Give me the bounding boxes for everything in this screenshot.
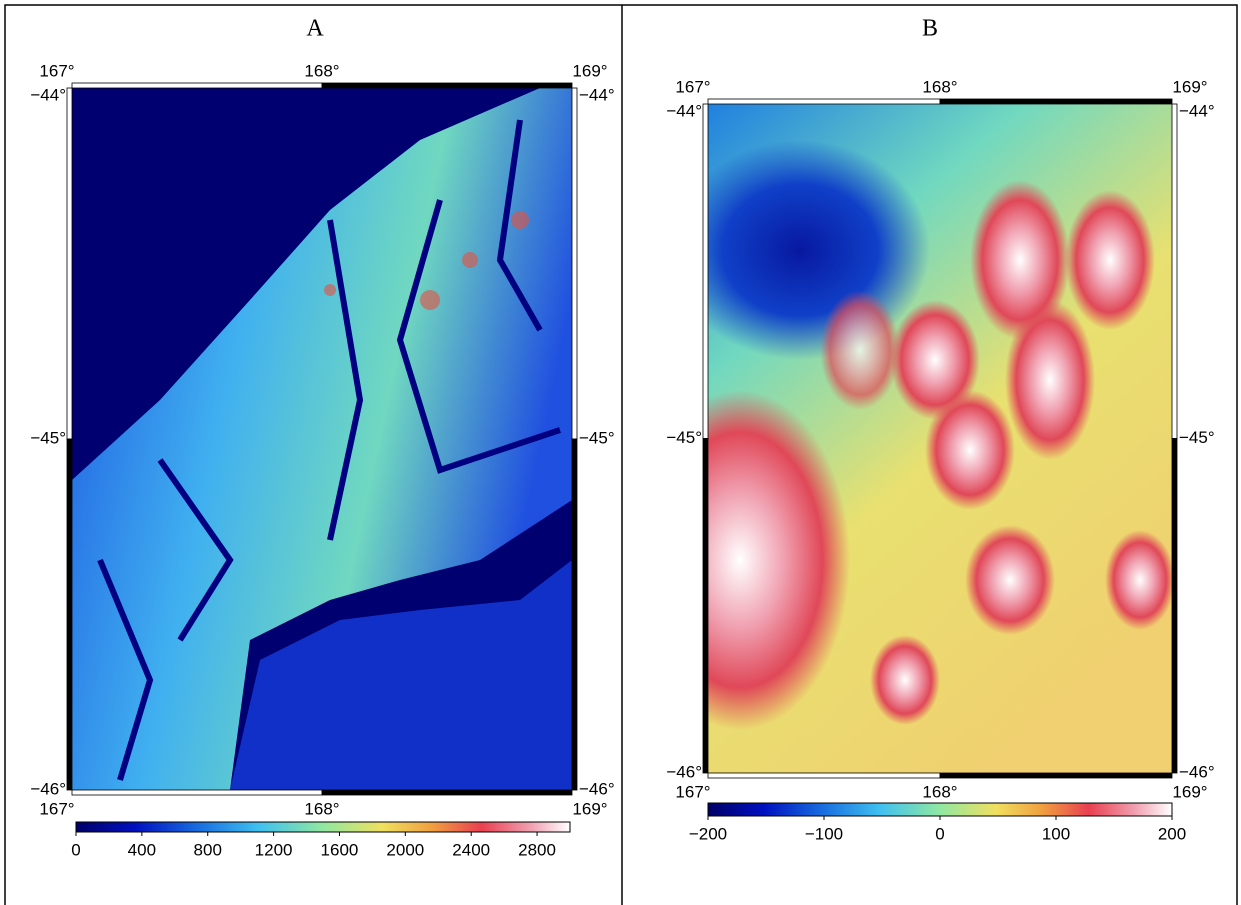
map-frame (71, 789, 323, 796)
annotations: A 167° 167° 168° 168° 169° 169° −44° −44° −45° −45… (30, 16, 1214, 860)
map-frame (321, 789, 573, 796)
colorbar-label: 2400 (452, 840, 490, 859)
map-frame (571, 438, 578, 791)
latitude-label: −46° (579, 779, 615, 798)
latitude-label: −46° (1179, 762, 1215, 781)
map-frame (702, 103, 709, 439)
map-frame (707, 98, 941, 105)
map-frame (66, 87, 73, 440)
longitude-label: 167° (675, 77, 710, 96)
map-frame (321, 82, 573, 89)
map-frame (707, 772, 941, 779)
colorbar (75, 821, 571, 833)
longitude-label: 167° (675, 782, 710, 801)
latitude-label: −46° (666, 762, 702, 781)
colorbar-label: 100 (1042, 824, 1070, 843)
colorbar-label: 1200 (255, 840, 293, 859)
map-frame (939, 98, 1173, 105)
map-frame (939, 772, 1173, 779)
latitude-label: −44° (666, 101, 702, 120)
latitude-label: −45° (30, 428, 66, 447)
panel-label: B (922, 16, 938, 42)
longitude-label: 169° (1172, 782, 1207, 801)
anomaly-map (708, 104, 1172, 773)
latitude-label: −46° (30, 779, 66, 798)
longitude-label: 168° (922, 77, 957, 96)
longitude-label: 168° (304, 61, 339, 80)
colorbar-label: 1600 (321, 840, 359, 859)
map-frame (702, 438, 709, 774)
latitude-label: −45° (666, 428, 702, 447)
colorbar-label: −100 (805, 824, 843, 843)
table-border (4, 4, 1238, 905)
longitude-label: 167° (39, 799, 74, 818)
colorbar (707, 802, 1173, 817)
latitude-label: −44° (579, 85, 615, 104)
longitude-label: 169° (572, 61, 607, 80)
latitude-label: −45° (1179, 428, 1215, 447)
map-frame (1171, 438, 1178, 774)
colorbar-label: 2800 (518, 840, 556, 859)
longitude-label: 169° (572, 799, 607, 818)
longitude-label: 167° (39, 61, 74, 80)
panel-label: A (306, 16, 324, 42)
colorbar-label: −200 (689, 824, 727, 843)
colorbar-label: 0 (935, 824, 944, 843)
longitude-label: 168° (922, 782, 957, 801)
colorbar-label: 800 (194, 840, 222, 859)
map-frame (1171, 103, 1178, 439)
latitude-label: −44° (30, 85, 66, 104)
longitude-label: 169° (1172, 77, 1207, 96)
map-frame (66, 438, 73, 791)
elevation-map (72, 88, 572, 790)
colorbar-label: 200 (1158, 824, 1186, 843)
colorbar-label: 2000 (386, 840, 424, 859)
map-frame (571, 87, 578, 440)
colorbar-label: 0 (71, 840, 80, 859)
colorbar-label: 400 (128, 840, 156, 859)
latitude-label: −45° (579, 428, 615, 447)
longitude-label: 168° (304, 799, 339, 818)
map-frame (71, 82, 323, 89)
latitude-label: −44° (1179, 101, 1215, 120)
